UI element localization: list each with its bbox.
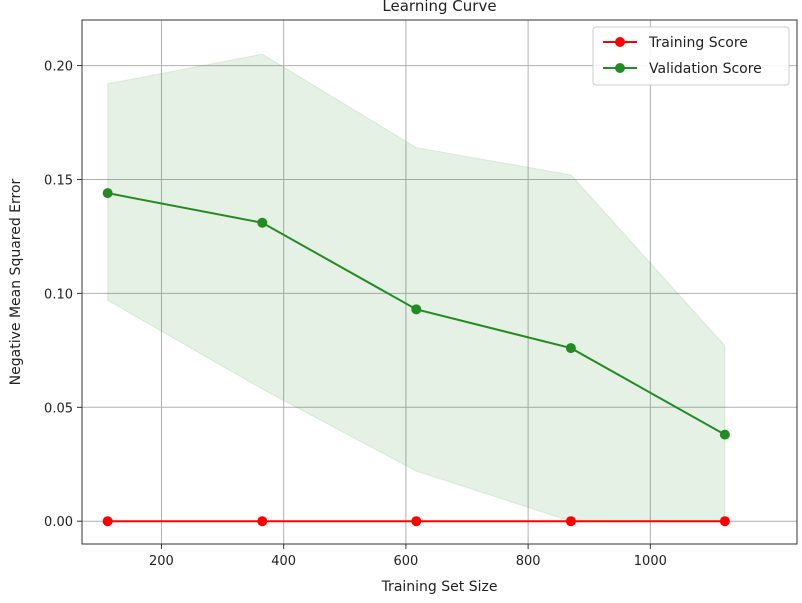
confidence-bands bbox=[107, 53, 726, 522]
chart-title: Learning Curve bbox=[382, 0, 496, 15]
legend-training-score-marker bbox=[615, 37, 625, 47]
y-tick-label: 0.20 bbox=[44, 60, 73, 75]
legend-validation-score-marker bbox=[615, 63, 625, 73]
x-tick-label: 1000 bbox=[634, 554, 667, 569]
x-tick-label: 200 bbox=[149, 554, 174, 569]
validation-score-point bbox=[411, 304, 422, 315]
training-score-point bbox=[565, 516, 576, 527]
legend: Training Score Validation Score bbox=[592, 26, 790, 86]
validation-score-point bbox=[719, 429, 730, 440]
training-score-point bbox=[257, 516, 268, 527]
x-tick-label: 800 bbox=[516, 554, 541, 569]
validation-score-band bbox=[107, 53, 726, 522]
x-axis-ticks: 200 400 600 800 1000 bbox=[149, 544, 667, 569]
training-score-point bbox=[411, 516, 422, 527]
y-tick-label: 0.15 bbox=[44, 173, 73, 188]
y-tick-label: 0.10 bbox=[44, 287, 73, 302]
validation-score-point bbox=[565, 343, 576, 354]
x-tick-label: 600 bbox=[393, 554, 418, 569]
validation-score-point bbox=[102, 188, 113, 199]
validation-score-point bbox=[257, 217, 268, 228]
legend-validation-score-label: Validation Score bbox=[649, 61, 762, 77]
x-tick-label: 400 bbox=[271, 554, 296, 569]
y-axis-ticks: 0.00 0.05 0.10 0.15 0.20 bbox=[44, 60, 82, 530]
y-tick-label: 0.05 bbox=[44, 401, 73, 416]
data-points bbox=[102, 188, 730, 527]
legend-training-score-label: Training Score bbox=[648, 35, 748, 51]
legend-box bbox=[592, 26, 790, 86]
x-axis-label: Training Set Size bbox=[381, 579, 498, 595]
y-axis-label: Negative Mean Squared Error bbox=[8, 178, 24, 385]
y-tick-label: 0.00 bbox=[44, 515, 73, 530]
training-score-point bbox=[719, 516, 730, 527]
training-score-point bbox=[102, 516, 113, 527]
plot-area-frame bbox=[81, 19, 798, 545]
